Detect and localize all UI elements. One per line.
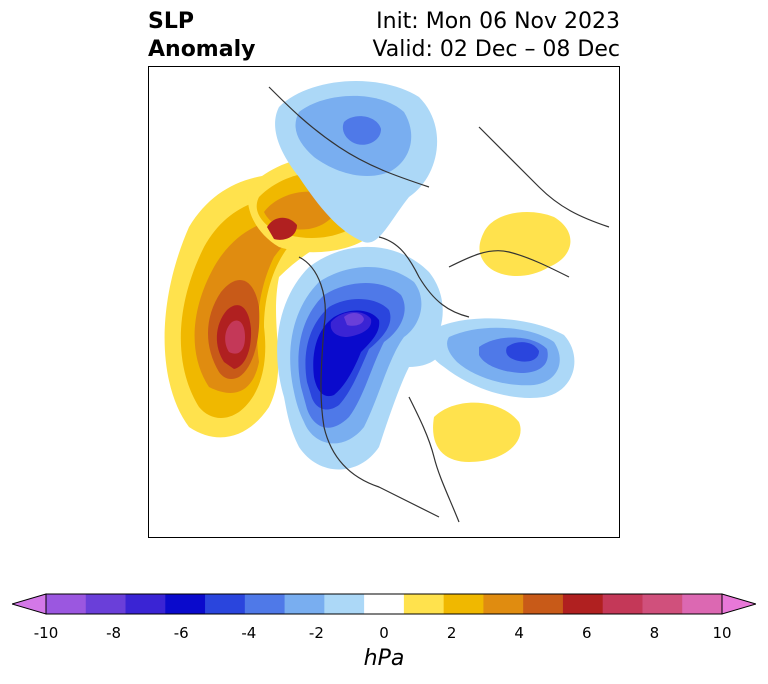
title-variable: SLP bbox=[148, 9, 194, 34]
colorbar-tick-label: 4 bbox=[514, 624, 524, 642]
north-atlantic-high bbox=[433, 402, 521, 462]
title-type: Anomaly bbox=[148, 37, 256, 62]
siberia-high bbox=[479, 212, 571, 277]
colorbar-segment bbox=[562, 594, 604, 614]
colorbar-segment bbox=[46, 594, 87, 614]
colorbar-segment bbox=[403, 594, 445, 614]
colorbar-tick-label: -8 bbox=[106, 624, 122, 642]
colorbar-segment bbox=[483, 594, 524, 614]
colorbar-tick-label: -2 bbox=[308, 624, 324, 642]
colorbar-tick-label: 6 bbox=[582, 624, 592, 642]
colorbar-segment bbox=[523, 594, 564, 614]
colorbar-segment bbox=[324, 594, 365, 614]
colorbar-segment bbox=[125, 594, 166, 614]
valid-range: Valid: 02 Dec – 08 Dec bbox=[372, 37, 620, 62]
eurasia-arctic-low bbox=[275, 80, 438, 243]
colorbar-tick-label: 8 bbox=[649, 624, 660, 642]
colorbar-segment bbox=[682, 594, 723, 614]
chart-title-right: Init: Mon 06 Nov 2023 Valid: 02 Dec – 08… bbox=[372, 8, 620, 64]
colorbar-tick-label: 2 bbox=[446, 624, 457, 642]
scandinavia-low bbox=[427, 318, 575, 398]
colorbar bbox=[12, 593, 756, 615]
colorbar-segment bbox=[205, 594, 246, 614]
colorbar-segment bbox=[642, 594, 683, 614]
init-date: Init: Mon 06 Nov 2023 bbox=[376, 9, 620, 34]
colorbar-arrow-min bbox=[12, 593, 47, 615]
colorbar-segment bbox=[165, 594, 206, 614]
map-panel bbox=[148, 66, 620, 538]
chart-title-left: SLP Anomaly bbox=[148, 8, 255, 64]
colorbar-segment bbox=[244, 594, 286, 614]
colorbar-arrow-max bbox=[721, 593, 756, 615]
coastlines bbox=[268, 86, 610, 523]
colorbar-segment bbox=[364, 594, 405, 614]
colorbar-segment bbox=[85, 594, 127, 614]
arctic-canada-low bbox=[277, 246, 443, 470]
colorbar-segment bbox=[443, 594, 484, 614]
colorbar-unit: hPa bbox=[363, 646, 405, 671]
anomaly-map bbox=[164, 80, 610, 523]
colorbar-tick-label: -6 bbox=[173, 624, 189, 642]
colorbar-segment bbox=[284, 594, 325, 614]
colorbar-tick-label: 10 bbox=[712, 624, 732, 642]
colorbar-tick-label: -10 bbox=[33, 624, 59, 642]
colorbar-tick-label: 0 bbox=[379, 624, 389, 642]
colorbar-tick-label: -4 bbox=[241, 624, 257, 642]
colorbar-segment bbox=[602, 594, 643, 614]
